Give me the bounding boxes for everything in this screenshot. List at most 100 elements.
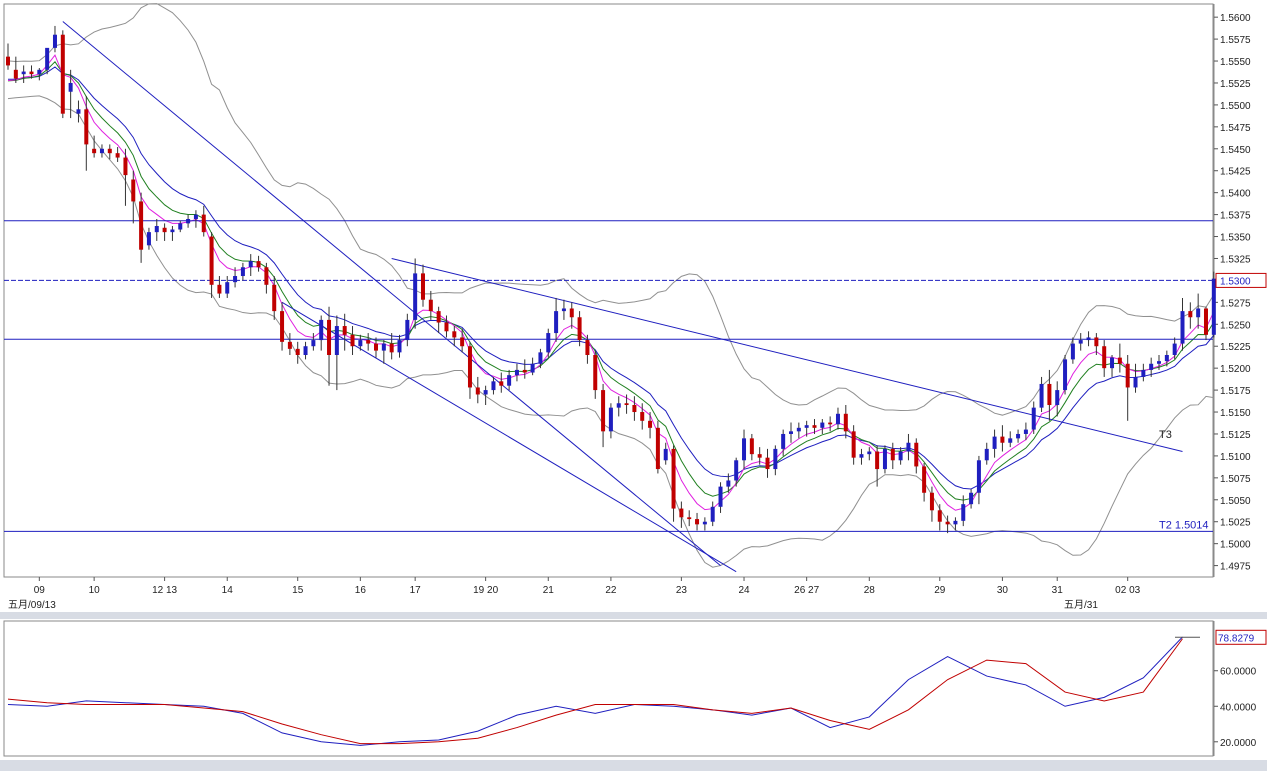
candle-bear — [655, 427, 660, 470]
moving-averages — [7, 54, 1215, 511]
date-tick-label: 30 — [997, 585, 1009, 596]
price-tick-label: 1.5275 — [1220, 298, 1251, 309]
candle-bull — [992, 436, 997, 449]
candle-bull — [616, 403, 621, 408]
candle-bull — [789, 431, 793, 434]
candle-bear — [201, 214, 206, 233]
candle-bull — [225, 282, 230, 294]
candle-bear — [671, 448, 676, 509]
candle-bear — [131, 179, 136, 202]
date-axis: 09 10 12 13 14 15 16 17 19 20 21 22 23 24 26 27 28 29 3… — [8, 577, 1141, 611]
candle-bull — [491, 381, 496, 391]
price-tick-label: 1.5200 — [1220, 364, 1251, 375]
candle-bull — [1039, 383, 1044, 408]
candle-bear — [139, 201, 144, 250]
date-range-end: 五月/31 — [1064, 599, 1098, 611]
candle-bull — [248, 261, 253, 268]
trendline — [62, 21, 721, 566]
candle-bear — [350, 334, 355, 347]
candle-bull — [334, 326, 339, 355]
candle-bull — [742, 438, 747, 461]
candle-bear — [522, 369, 527, 373]
candle-bull — [68, 82, 73, 92]
candle-bull — [835, 413, 840, 425]
candle-bull — [319, 319, 324, 341]
candle-bull — [303, 346, 308, 355]
candle-bull — [1133, 376, 1138, 388]
candle-bear — [1125, 363, 1130, 388]
candle-bull — [1211, 278, 1216, 335]
candle-bull — [397, 340, 402, 353]
candle-bull — [710, 506, 715, 522]
candle-bull — [882, 448, 887, 470]
osc-tick-label: 60.0000 — [1220, 667, 1257, 678]
candle-bear — [914, 442, 919, 467]
price-tick-label: 1.5125 — [1220, 430, 1251, 441]
candle-bear — [264, 267, 269, 285]
date-tick-label: 14 — [222, 585, 234, 596]
candle-bear — [60, 34, 65, 114]
candle-bull — [796, 427, 801, 432]
candle-bull — [530, 363, 535, 373]
candle-bear — [945, 521, 950, 525]
candle-bear — [107, 148, 112, 154]
price-tick-label: 1.5025 — [1220, 518, 1251, 529]
candle-bear — [115, 153, 120, 158]
current-price-label: 1.5300 — [1220, 276, 1251, 287]
candle-bull — [1157, 361, 1162, 364]
candle-bull — [867, 451, 872, 455]
price-tick-label: 1.5475 — [1220, 123, 1251, 134]
candle-bull — [99, 148, 104, 154]
candle-bear — [640, 412, 645, 421]
candle-bear — [851, 431, 856, 458]
candle-bear — [209, 236, 214, 285]
candle-bear — [875, 451, 880, 470]
date-tick-label: 15 — [292, 585, 304, 596]
stochastic-k-line — [7, 636, 1183, 746]
candle-bear — [499, 381, 504, 386]
candle-bull — [240, 267, 245, 277]
candle-bear — [695, 519, 700, 525]
candle-bull — [483, 390, 488, 395]
candle-bull — [734, 460, 739, 481]
price-tick-label: 1.5450 — [1220, 145, 1251, 156]
candle-bull — [514, 369, 519, 376]
date-tick-label: 10 — [89, 585, 101, 596]
candle-bear — [295, 348, 300, 355]
date-tick-label: 02 03 — [1115, 585, 1140, 596]
candle-bull — [154, 226, 159, 233]
candle-bear — [593, 354, 598, 391]
price-tick-label: 1.5150 — [1220, 408, 1251, 419]
candle-bear — [929, 492, 934, 511]
candle-bear — [280, 311, 285, 342]
candle-bull — [906, 442, 911, 452]
moving-average-mid — [7, 61, 1215, 501]
candle-bull — [1172, 343, 1177, 355]
moving-average-slow — [7, 66, 1215, 490]
candle-bull — [1078, 340, 1083, 344]
candle-bear — [757, 454, 762, 458]
candle-bull — [186, 218, 191, 224]
candle-bear — [374, 343, 379, 351]
candle-bear — [6, 56, 10, 66]
candle-bull — [953, 520, 958, 525]
candle-bull — [405, 319, 410, 341]
candle-bear — [812, 425, 817, 428]
label-t3: T3 — [1159, 429, 1172, 441]
price-tick-label: 1.5350 — [1220, 233, 1251, 244]
candle-bear — [1000, 436, 1005, 443]
osc-current-box — [1215, 629, 1267, 645]
candle-bull — [969, 492, 974, 505]
candle-bear — [749, 438, 754, 455]
candle-bull — [773, 448, 778, 470]
candle-bull — [1063, 359, 1068, 391]
date-tick-label: 09 — [34, 585, 46, 596]
candle-bull — [178, 223, 183, 230]
candle-bull — [702, 521, 707, 525]
candle-bear — [1094, 337, 1099, 347]
candle-bear — [342, 326, 347, 335]
candle-bear — [460, 337, 465, 347]
osc-tick-label: 20.0000 — [1220, 738, 1257, 749]
